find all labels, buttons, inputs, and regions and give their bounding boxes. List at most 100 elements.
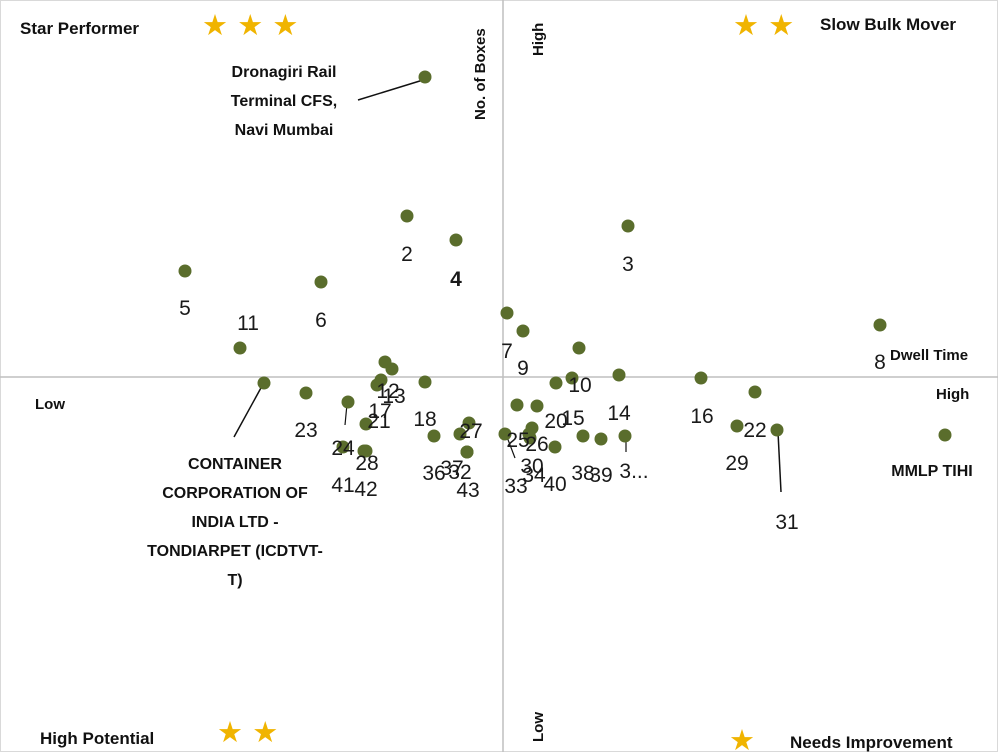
- point-label-9: 9: [517, 357, 529, 380]
- point-label-22: 22: [743, 419, 766, 442]
- point-label-12: 12: [376, 380, 399, 403]
- scatter-point-6: [314, 275, 328, 289]
- point-label-28: 28: [355, 452, 378, 475]
- scatter-point-38: [576, 429, 590, 443]
- point-label-38: 38: [571, 462, 594, 485]
- point-label-23: 23: [294, 419, 317, 442]
- scatter-point-23: [299, 386, 313, 400]
- point-label-33: 33: [504, 475, 527, 498]
- point-label-36: 36: [422, 462, 445, 485]
- point-label-3: 3...: [619, 460, 648, 483]
- dronagiri-callout-line-2: Terminal CFS,: [231, 93, 337, 110]
- scatter-point-11: [233, 341, 247, 355]
- point-label-40: 40: [543, 473, 566, 496]
- quadrant-bottom-left-label: High Potential: [40, 729, 154, 748]
- scatter-point-42: [359, 444, 373, 458]
- scatter-point-33: [498, 427, 512, 441]
- scatter-point-29: [730, 419, 744, 433]
- scatter-point-7: [500, 306, 514, 320]
- scatter-point-2: [400, 209, 414, 223]
- y-axis-low-label: Low: [530, 712, 547, 742]
- scatter-point-39: [594, 432, 608, 446]
- quadrant-bottom-right-stars-icon: ★: [729, 723, 755, 752]
- scatter-point-9: [516, 324, 530, 338]
- scatter-point-10: [565, 371, 579, 385]
- y-axis-high-label: High: [530, 23, 547, 56]
- dronagiri-callout-line-1: Dronagiri Rail: [232, 64, 337, 81]
- scatter-point-21: [359, 417, 373, 431]
- point-label-27: 27: [459, 420, 482, 443]
- point-label-17: 17: [368, 400, 391, 423]
- quadrant-top-left-stars-icon: ★ ★ ★: [202, 8, 298, 42]
- point-label-37: 37: [440, 457, 463, 480]
- scatter-point-5: [178, 264, 192, 278]
- scatter-point-45: [938, 428, 952, 442]
- dronagiri-callout-line-3: Navi Mumbai: [235, 122, 334, 139]
- point-label-24: 24: [331, 437, 355, 460]
- scatter-point-31: [770, 423, 784, 437]
- quadrant-top-left-label: Star Performer: [20, 19, 139, 38]
- scatter-point-15: [549, 376, 563, 390]
- point-label-41: 41: [331, 474, 354, 497]
- scatter-point-3: [621, 219, 635, 233]
- concor-callout-line-3: INDIA LTD -: [191, 514, 278, 531]
- scatter-point-20: [572, 341, 586, 355]
- point-label-11: 11: [237, 312, 259, 335]
- point-label-34: 34: [522, 464, 546, 487]
- mmlp-callout: MMLP TIHI: [891, 463, 972, 480]
- concor-callout-line-5: T): [227, 572, 242, 589]
- point-label-4: 4: [450, 268, 462, 291]
- scatter-point-14: [612, 368, 626, 382]
- scatter-points: [178, 70, 952, 459]
- scatter-point-22: [748, 385, 762, 399]
- point-label-21: 21: [367, 410, 390, 433]
- scatter-point-18: [257, 376, 271, 390]
- point-label-26: 26: [525, 433, 548, 456]
- point-31-leader-line: [777, 431, 782, 493]
- quadrant-bottom-left-stars-icon: ★ ★: [217, 715, 278, 749]
- point-label-32: 32: [448, 461, 471, 484]
- scatter-point-34: [523, 431, 537, 445]
- scatter-point-40: [548, 440, 562, 454]
- point-label-6: 6: [315, 309, 327, 332]
- dronagiri-callout: Dronagiri Rail Terminal CFS, Navi Mumbai: [231, 64, 337, 139]
- scatter-point-18: [418, 375, 432, 389]
- point-33-leader-line: [506, 436, 516, 459]
- scatter-point-43: [460, 445, 474, 459]
- scatter-point-8: [873, 318, 887, 332]
- point-label-15: 15: [561, 407, 584, 430]
- scatter-point-13: [385, 362, 399, 376]
- scatter-point-25: [510, 398, 524, 412]
- scatter-point-0: [418, 70, 432, 84]
- scatter-point-41: [336, 440, 350, 454]
- x-axis-low-label: Low: [35, 396, 65, 413]
- point-label-43: 43: [456, 479, 479, 502]
- concor-callout-line-2: CORPORATION OF: [162, 485, 308, 502]
- point-label-25: 25: [506, 429, 529, 452]
- concor-callout-line-1: CONTAINER: [188, 456, 282, 473]
- point-label-2: 2: [401, 243, 413, 266]
- point-label-10: 10: [568, 374, 591, 397]
- scatter-point-36: [427, 429, 441, 443]
- scatter-point-4: [449, 233, 463, 247]
- point-label-18: 18: [413, 408, 436, 431]
- quadrant-top-right-stars-icon: ★ ★: [733, 8, 794, 42]
- x-axis-title: Dwell Time: [890, 347, 968, 364]
- concor-leader-line: [233, 385, 263, 438]
- point-label-30: 30: [520, 455, 543, 478]
- point-label-39: 39: [589, 464, 612, 487]
- scatter-point-3: [618, 429, 632, 443]
- scatter-point-16: [694, 371, 708, 385]
- scatter-point-19: [370, 378, 384, 392]
- quadrant-top-right-label: Slow Bulk Mover: [820, 15, 956, 34]
- point-label-5: 5: [179, 297, 191, 320]
- x-axis-high-label: High: [936, 386, 969, 403]
- point-label-20: 20: [544, 410, 567, 433]
- quadrant-bottom-right-label: Needs Improvement: [790, 733, 953, 752]
- concor-callout-line-4: TONDIARPET (ICDTVT-: [147, 543, 323, 560]
- point-label-29: 29: [725, 452, 748, 475]
